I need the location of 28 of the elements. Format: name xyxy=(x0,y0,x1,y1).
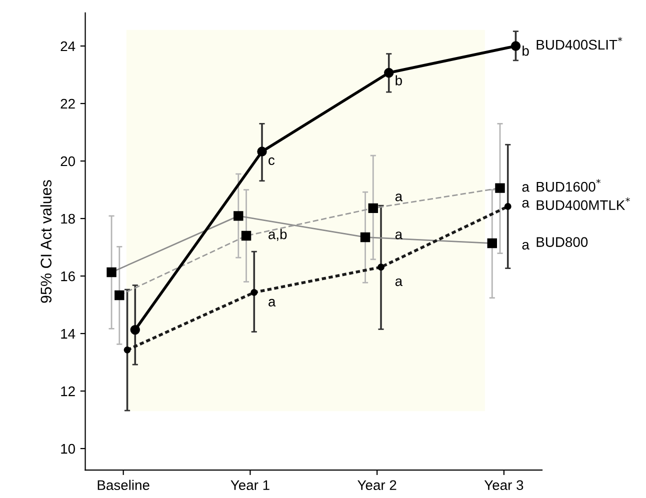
annotation: a xyxy=(395,232,403,240)
annotation: a xyxy=(522,242,530,250)
annotation: b xyxy=(396,75,402,86)
x-tick-label: Baseline xyxy=(98,480,150,490)
annotation: a xyxy=(522,200,530,208)
annotation: c xyxy=(268,157,275,166)
x-tick-label: Year 1 xyxy=(230,480,270,490)
y-axis-title: 95% CI Act values xyxy=(40,180,52,303)
y-tick-label: 16 xyxy=(61,271,75,282)
annotation: a xyxy=(395,194,403,202)
y-tick-label: 10 xyxy=(61,444,76,454)
legend-label: BUD1600$^{*}$ xyxy=(536,179,601,192)
annotation: a xyxy=(395,278,403,286)
legend-label: BUD400MTLK$^{*}$ xyxy=(536,197,630,210)
x-tick-label: Year 2 xyxy=(358,480,396,490)
y-tick-label: 22 xyxy=(60,98,75,109)
y-tick-label: 12 xyxy=(61,386,75,396)
legend-label: BUD400SLIT$^{*}$ xyxy=(536,36,622,50)
annotation: b xyxy=(522,46,529,56)
text: BUD800 xyxy=(536,237,588,247)
annotation: a xyxy=(522,184,530,192)
y-tick-label: 24 xyxy=(60,41,76,52)
y-tick-label: 20 xyxy=(60,156,76,166)
annotation: a,b xyxy=(268,229,287,241)
x-tick-label: Year 3 xyxy=(484,480,524,490)
annotation: a xyxy=(268,298,276,306)
y-tick-label: 14 xyxy=(61,329,76,339)
y-tick-label: 18 xyxy=(61,214,75,224)
